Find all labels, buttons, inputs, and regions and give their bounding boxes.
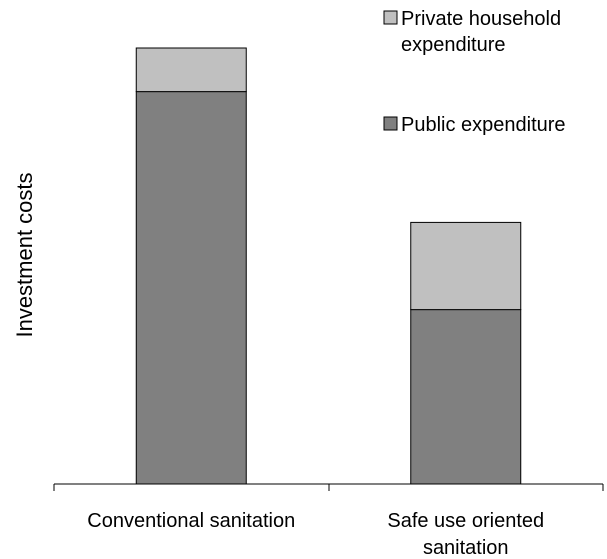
bar-private-1 [135,47,247,93]
legend-label-public: Public expenditure [401,114,566,136]
bar-public-1 [135,91,247,485]
legend: Private household expenditure Public expen… [383,8,566,136]
bar-private-2 [410,221,522,311]
bar-public-2 [410,309,522,485]
legend-swatch-private [383,10,398,25]
x-tick-label-2: Safe use oriented sanitation [387,510,544,559]
x-tick-labels: Conventional sanitation Safe use oriented… [87,510,544,559]
x-tick-label-1: Conventional sanitation [87,510,295,532]
bars-layer [135,47,522,485]
y-axis-title: Investment costs [12,172,37,337]
legend-swatch-public [383,116,398,131]
legend-label-private: Private household expenditure [401,8,561,56]
axes-layer [53,483,604,491]
